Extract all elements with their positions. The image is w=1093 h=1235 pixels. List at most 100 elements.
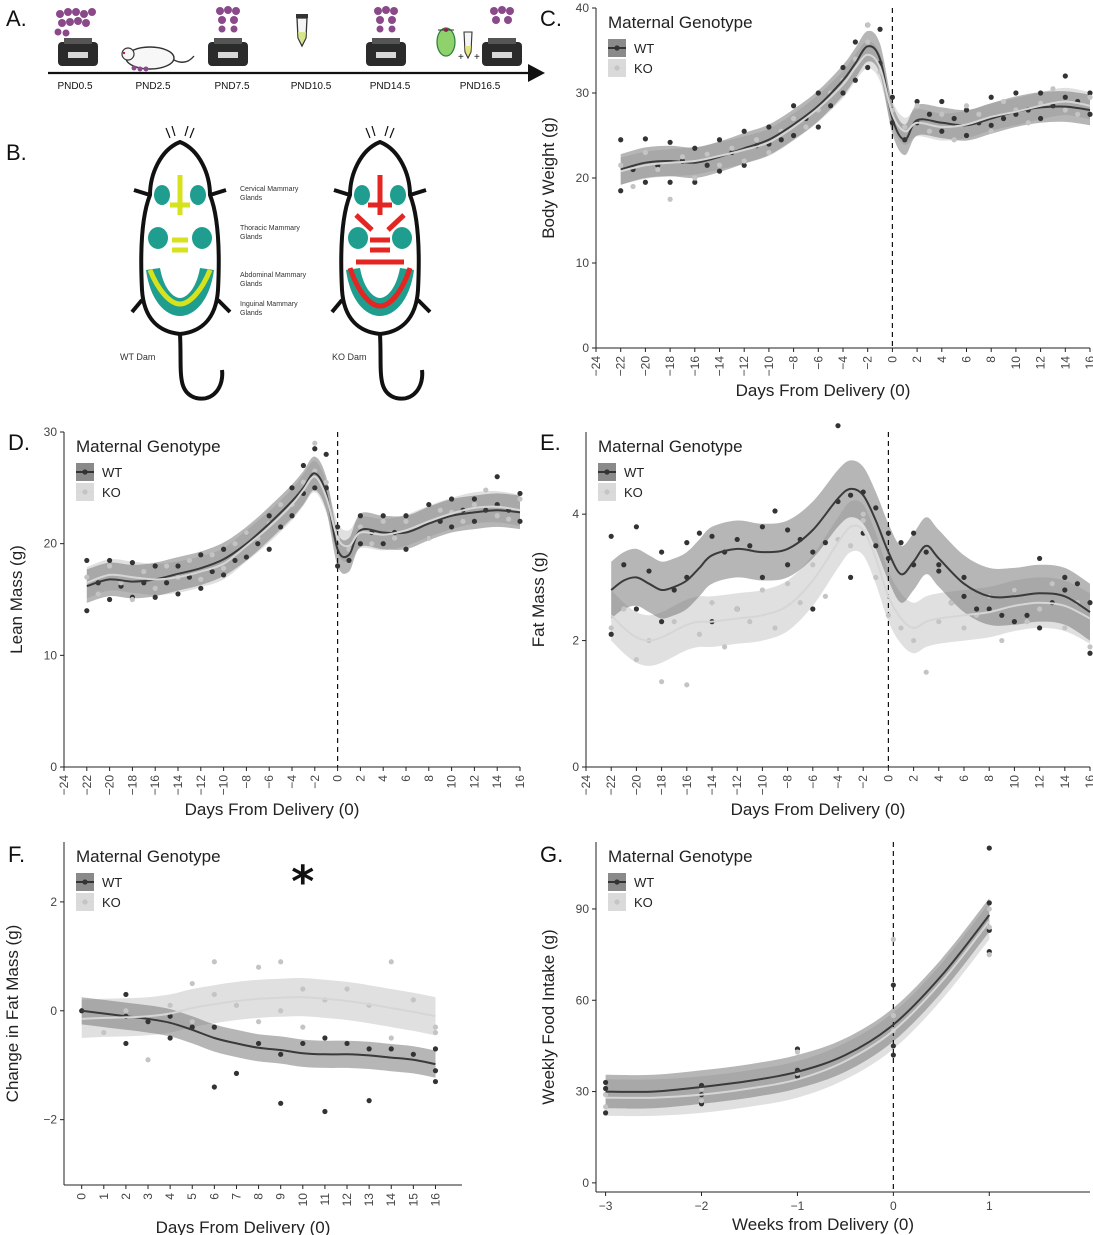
data-point-ko [221,565,227,571]
data-point-wt [366,1098,372,1104]
legend-title: Maternal Genotype [608,13,753,32]
data-point-ko [388,1035,394,1041]
data-point-ko [923,669,929,675]
data-point-wt [778,137,784,143]
inguinal-label-line1: Inguinal Mammary [240,301,298,308]
cervical-label-line1: Cervical Mammary [240,186,299,193]
data-point-ko [948,600,955,606]
thoracic-label-line2: Glands [240,234,263,241]
data-point-wt [926,111,933,117]
data-point-ko [123,1008,129,1014]
x-tick-label: 12 [340,1193,354,1207]
x-tick-label: 12 [1034,356,1048,370]
data-point-wt [380,541,386,547]
data-point-wt [278,1100,284,1106]
data-point-ko [898,625,904,631]
x-axis-title: Days From Delivery (0) [156,1218,331,1235]
data-point-wt [608,533,614,539]
data-point-wt [84,608,90,614]
data-point-ko [659,679,665,685]
data-point-ko [211,991,217,998]
y-tick-label: 60 [576,993,590,1007]
confidence-band-wt [86,456,521,603]
data-point-wt [255,1040,262,1047]
x-tick-label: −8 [781,775,795,789]
x-tick-label: −22 [80,775,94,796]
data-point-ko [860,517,866,524]
data-point-ko [822,593,829,599]
data-point-wt [1011,619,1018,625]
y-tick-label: 0 [50,760,57,774]
data-point-wt [766,124,772,130]
data-point-ko [1024,619,1030,625]
x-tick-label: 2 [910,356,924,363]
significance-annotation: * [291,856,314,907]
data-point-wt [323,451,329,457]
data-point-wt [810,606,816,612]
x-tick-label: −8 [787,356,801,370]
y-tick-label: −2 [43,1113,57,1127]
x-tick-label: −4 [836,356,850,370]
data-point-wt [877,26,883,32]
data-point-wt [810,549,816,555]
data-point-ko [388,959,394,965]
data-point-ko [986,952,992,958]
x-tick-label: 4 [376,775,390,782]
x-tick-label: 0 [890,1199,897,1213]
confidence-band-ko [611,500,1090,666]
y-axis-title: Fat Mass (g) [529,552,548,647]
x-tick-label: 4 [935,356,949,363]
data-point-ko [369,541,375,547]
y-axis-title: Body Weight (g) [539,117,558,239]
data-point-wt [322,1108,328,1115]
y-tick-label: 20 [576,171,590,185]
data-point-ko [255,964,262,970]
data-point-ko [186,557,192,564]
data-point-wt [289,485,295,491]
data-point-wt [129,560,135,566]
data-point-ko [803,124,809,130]
cervical-label-line2: Glands [240,195,263,202]
data-point-wt [471,496,477,502]
panel-c-letter: C. [540,6,562,31]
data-point-ko [709,600,715,606]
data-point-ko [471,501,477,508]
data-point-ko [167,1002,173,1008]
data-point-wt [300,1040,306,1047]
legend-key-point [82,489,88,495]
panel-f-letter: F. [8,842,25,867]
data-point-wt [289,513,295,519]
data-point-ko [671,619,677,625]
data-point-ko [410,997,416,1003]
y-tick-label: 2 [572,634,579,648]
data-point-wt [642,179,649,185]
panel-a-letter: A. [6,6,27,31]
confidence-band-wt [611,460,1090,641]
y-tick-label: 10 [576,256,590,270]
data-point-wt [167,1013,173,1019]
data-point-wt [1087,111,1093,117]
data-point-wt [388,1046,394,1052]
data-point-wt [898,540,904,546]
x-tick-label: 8 [252,1193,266,1200]
data-point-wt [145,1019,151,1025]
data-point-ko [741,158,747,164]
data-point-ko [797,600,803,606]
data-point-wt [923,549,929,555]
x-axis-title: Weeks from Delivery (0) [732,1215,914,1234]
x-tick-label: 13 [362,1193,376,1207]
x-tick-label: −6 [806,775,820,789]
x-tick-label: 10 [1007,775,1021,789]
data-point-wt [890,982,896,988]
x-tick-label: 8 [984,356,998,363]
legend-label-ko: KO [102,895,121,910]
y-tick-label: 20 [44,537,58,551]
x-tick-label: 0 [885,356,899,363]
data-point-wt [692,145,698,151]
data-point-wt [709,533,715,539]
x-tick-label: 11 [318,1193,332,1206]
data-point-ko [679,154,686,160]
data-point-wt [974,606,980,612]
x-tick-label: −6 [811,356,825,370]
data-point-ko [101,1029,107,1036]
